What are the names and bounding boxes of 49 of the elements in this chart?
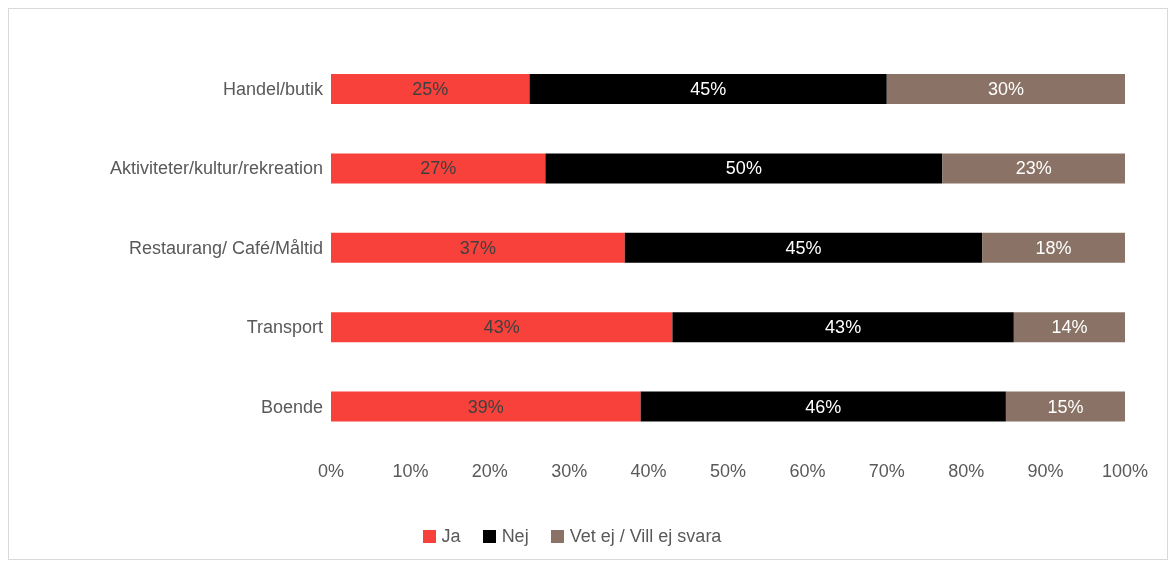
bar <box>624 232 983 263</box>
data-label: 30% <box>987 79 1024 99</box>
bar <box>331 232 625 263</box>
bar <box>640 391 1006 422</box>
data-label: 18% <box>1035 237 1072 258</box>
data-label: 15% <box>1047 396 1084 417</box>
x-tick-label: 0% <box>317 460 345 481</box>
bar <box>331 312 673 343</box>
y-tick-label: Restaurang/ Café/Måltid <box>128 237 323 258</box>
data-label: 27% <box>420 158 457 179</box>
x-tick-label: 100% <box>1101 460 1149 481</box>
x-tick-label: 90% <box>1027 460 1064 481</box>
data-label: 14% <box>1051 317 1088 338</box>
data-label: 45% <box>690 79 727 99</box>
y-tick-label: Aktiviteter/kultur/rekreation <box>109 158 323 179</box>
bar <box>1013 312 1125 343</box>
bar <box>942 153 1125 184</box>
bar <box>672 312 1014 343</box>
x-tick-label: 20% <box>471 460 508 481</box>
bar <box>331 74 530 104</box>
data-label: 37% <box>459 237 496 258</box>
y-tick-label: Boende <box>260 396 323 417</box>
data-label: 50% <box>725 158 762 179</box>
y-tick-label: Handel/butik <box>222 79 324 100</box>
bar <box>331 153 546 184</box>
legend-label: Ja <box>440 526 461 547</box>
bar <box>529 74 887 104</box>
data-label: 45% <box>785 237 822 258</box>
data-label: 23% <box>1015 158 1052 179</box>
bar <box>886 74 1125 104</box>
data-label: 25% <box>412 79 449 99</box>
legend-label: Vet ej / Vill ej svara <box>568 526 722 547</box>
bar <box>982 232 1125 263</box>
bar <box>1005 391 1125 422</box>
x-tick-label: 10% <box>392 460 429 481</box>
y-tick-label: Transport <box>246 317 323 338</box>
x-tick-label: 70% <box>868 460 905 481</box>
x-tick-label: 60% <box>789 460 826 481</box>
bar <box>331 391 641 422</box>
x-tick-label: 30% <box>551 460 588 481</box>
bar <box>545 153 943 184</box>
legend-label: Nej <box>500 526 529 547</box>
x-tick-label: 80% <box>948 460 985 481</box>
x-tick-label: 50% <box>709 460 747 481</box>
data-label: 43% <box>825 317 862 338</box>
data-label: 39% <box>467 396 504 417</box>
x-tick-label: 40% <box>630 460 667 481</box>
data-label: 43% <box>483 317 520 338</box>
data-label: 46% <box>805 396 842 417</box>
